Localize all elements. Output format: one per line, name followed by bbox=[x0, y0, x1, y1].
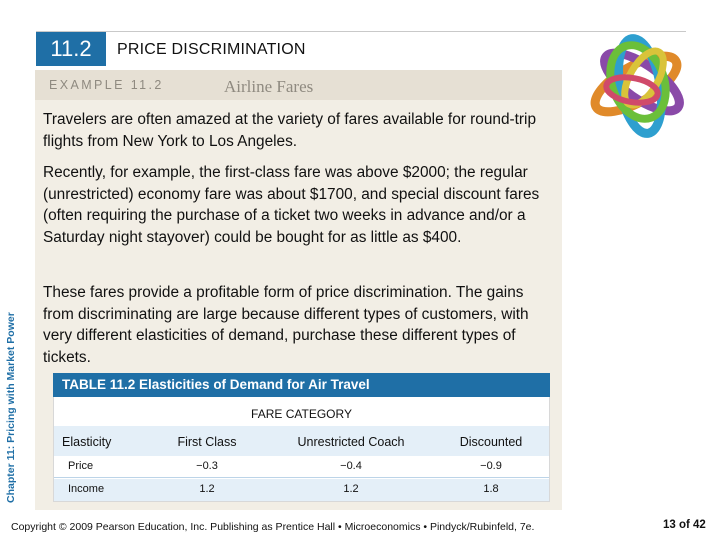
table-row: Income 1.2 1.2 1.8 bbox=[54, 479, 549, 501]
table-category-row: FARE CATEGORY bbox=[54, 400, 549, 426]
table-row: Price −0.3 −0.4 −0.9 bbox=[54, 456, 549, 478]
page-number: 13 of 42 bbox=[663, 519, 706, 531]
top-rule bbox=[36, 31, 686, 32]
pink-ring bbox=[603, 74, 661, 106]
row-label-price: Price bbox=[68, 460, 94, 472]
income-discounted: 1.8 bbox=[483, 483, 499, 495]
header-discounted: Discounted bbox=[459, 435, 523, 449]
interlocking-rings-logo bbox=[590, 34, 684, 138]
income-unrestricted-coach: 1.2 bbox=[343, 483, 359, 495]
chapter-side-label: Chapter 11: Pricing with Market Power bbox=[5, 312, 17, 503]
example-label: EXAMPLE 11.2 bbox=[49, 78, 164, 92]
price-unrestricted-coach: −0.4 bbox=[340, 460, 362, 472]
row-label-income: Income bbox=[68, 483, 105, 495]
income-first-class: 1.2 bbox=[199, 483, 215, 495]
fare-category-label: FARE CATEGORY bbox=[251, 407, 352, 421]
example-header bbox=[35, 70, 562, 100]
header-elasticity: Elasticity bbox=[62, 435, 112, 449]
paragraph-discrimination: These fares provide a profitable form of… bbox=[43, 284, 529, 366]
header-unrestricted-coach: Unrestricted Coach bbox=[297, 435, 405, 449]
header-first-class: First Class bbox=[177, 435, 237, 449]
price-first-class: −0.3 bbox=[196, 460, 218, 472]
price-discounted: −0.9 bbox=[480, 460, 502, 472]
table-caption: TABLE 11.2 Elasticities of Demand for Ai… bbox=[53, 373, 550, 397]
section-title: PRICE DISCRIMINATION bbox=[117, 41, 306, 58]
table-header-row: Elasticity First Class Unrestricted Coac… bbox=[54, 426, 549, 456]
example-title: Airline Fares bbox=[224, 77, 314, 96]
paragraph-intro: Travelers are often amazed at the variet… bbox=[43, 111, 537, 150]
copyright-footer: Copyright © 2009 Pearson Education, Inc.… bbox=[11, 521, 535, 533]
section-number-badge: 11.2 bbox=[36, 32, 106, 66]
paragraph-fares: Recently, for example, the first-class f… bbox=[43, 164, 540, 246]
